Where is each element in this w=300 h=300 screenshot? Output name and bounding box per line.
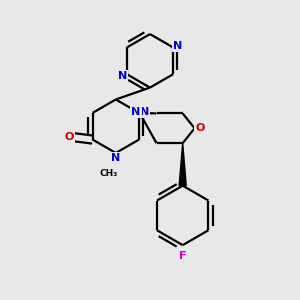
Text: O: O xyxy=(65,132,74,142)
Text: F: F xyxy=(179,251,186,261)
Text: N: N xyxy=(111,153,120,163)
Text: O: O xyxy=(195,123,205,133)
Text: N: N xyxy=(118,71,127,81)
Text: N: N xyxy=(140,107,149,117)
Text: N: N xyxy=(131,107,141,117)
Polygon shape xyxy=(179,143,186,186)
Text: CH₃: CH₃ xyxy=(99,169,118,178)
Text: N: N xyxy=(173,41,182,51)
